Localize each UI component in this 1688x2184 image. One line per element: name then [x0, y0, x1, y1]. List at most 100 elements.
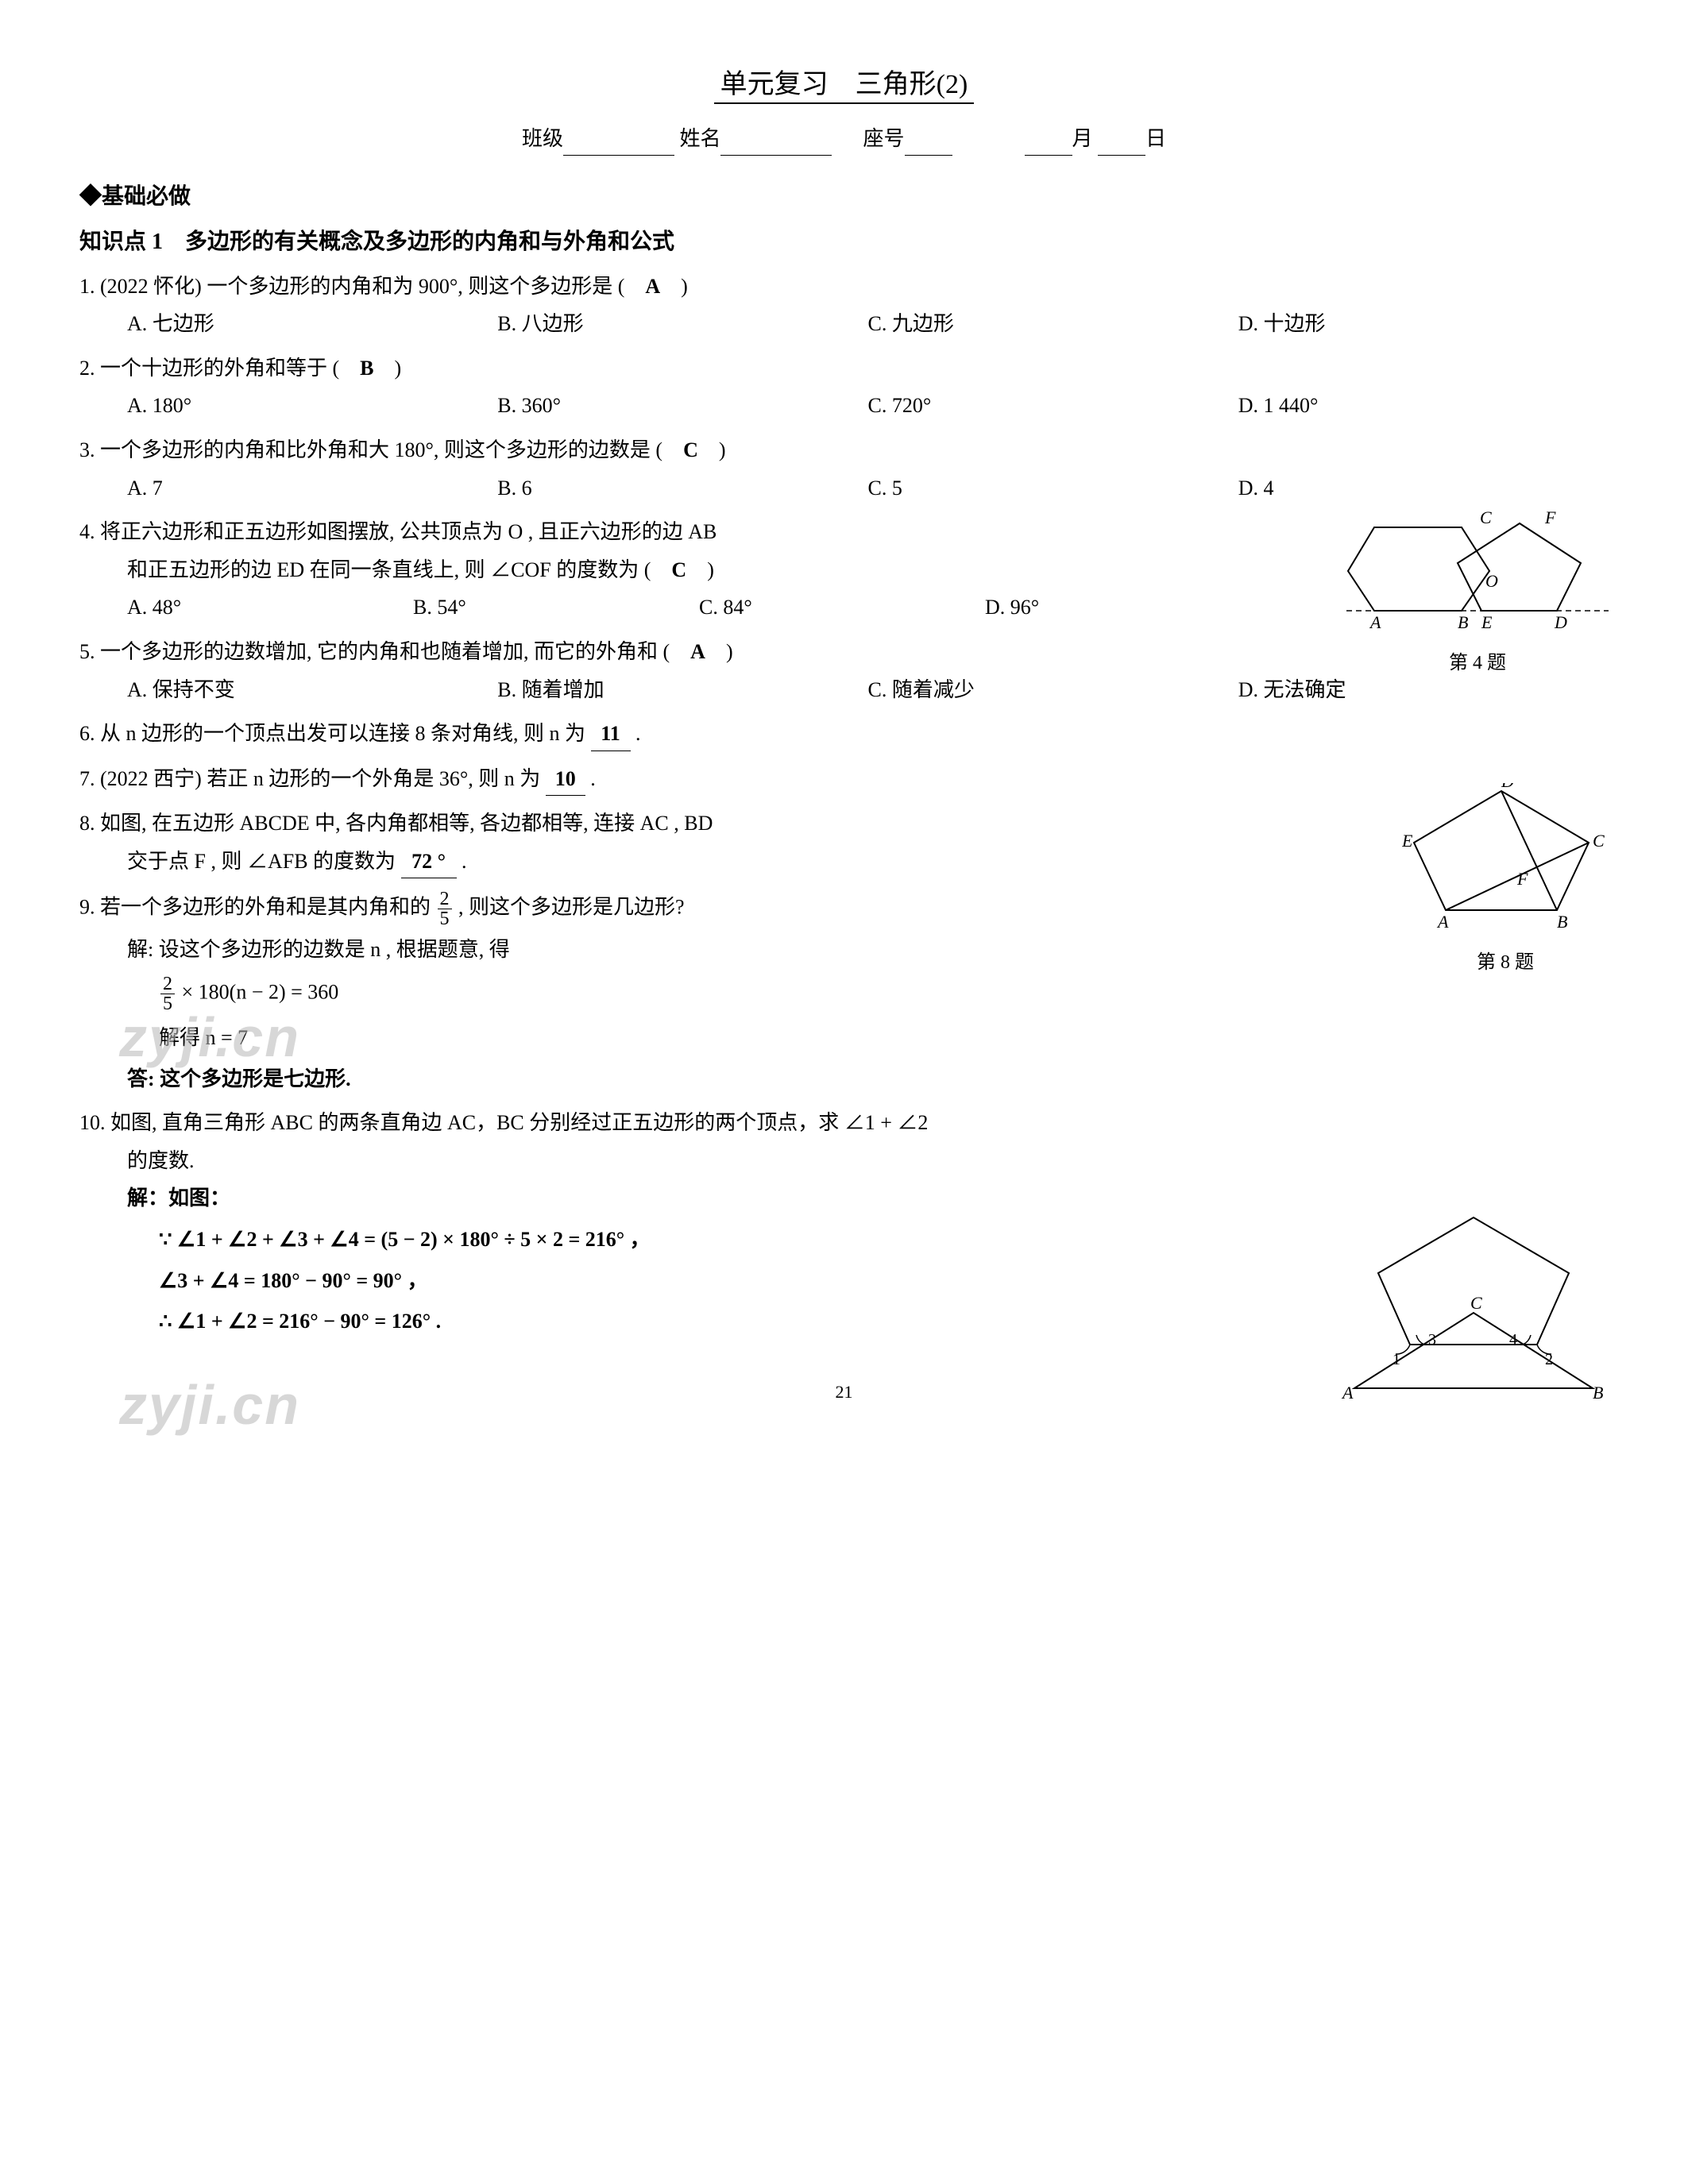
name-label: 姓名	[679, 127, 720, 150]
page-title: 单元复习 三角形(2)	[79, 64, 1609, 106]
month-label: 月	[1072, 127, 1093, 150]
q10-ang-2: 2	[1545, 1351, 1553, 1368]
q4-lbl-O: O	[1485, 571, 1498, 591]
name-blank[interactable]	[720, 131, 832, 156]
question-10: 10. 如图, 直角三角形 ABC 的两条直角边 AC，BC 分别经过正五边形的…	[79, 1106, 1609, 1338]
q5-stem-end: )	[705, 640, 733, 663]
header-fields: 班级 姓名 座号 月 日	[79, 122, 1609, 156]
q2-opt-d: D. 1 440°	[1238, 389, 1609, 423]
q3-opt-d: D. 4	[1238, 472, 1609, 505]
question-9: 9. 若一个多边形的外角和是其内角和的 2 5 , 则这个多边形是几边形? 解:…	[79, 889, 1609, 1095]
q1-stem-end: )	[660, 275, 688, 298]
q4-answer: C	[671, 558, 686, 581]
q2-opt-b: B. 360°	[497, 389, 867, 423]
question-5: 5. 一个多边形的边数增加, 它的内角和也随着增加, 而它的外角和 ( A ) …	[79, 635, 1609, 706]
q1-opt-b: B. 八边形	[497, 307, 867, 341]
q7-post: .	[590, 767, 596, 790]
q4-line2-pre: 和正五边形的边 ED 在同一条直线上, 则 ∠COF 的度数为 (	[127, 558, 671, 581]
q1-opt-a: A. 七边形	[127, 307, 497, 341]
seat-blank[interactable]	[905, 131, 952, 156]
q3-answer: C	[683, 438, 698, 461]
q1-opt-d: D. 十边形	[1238, 307, 1609, 341]
q4-opt-b: B. 54°	[413, 591, 699, 624]
q10-ang-1: 1	[1393, 1351, 1400, 1368]
q10-line1: 10. 如图, 直角三角形 ABC 的两条直角边 AC，BC 分别经过正五边形的…	[79, 1106, 1609, 1140]
q8-line2-pre: 交于点 F , 则 ∠AFB 的度数为	[127, 850, 396, 873]
q8-post: .	[462, 850, 467, 873]
q8-lbl-C: C	[1593, 831, 1605, 851]
q4-lbl-C: C	[1480, 507, 1492, 527]
q10-lbl-A: A	[1341, 1383, 1354, 1403]
question-7: 7. (2022 西宁) 若正 n 边形的一个外角是 36°, 则 n 为 10…	[79, 762, 1609, 797]
q9-eq-rest: × 180(n − 2) = 360	[182, 981, 339, 1004]
month-blank[interactable]	[1025, 131, 1072, 156]
seat-label: 座号	[863, 127, 904, 150]
q4-line2-post: )	[686, 558, 714, 581]
q3-opt-c: C. 5	[868, 472, 1238, 505]
q10-lbl-C: C	[1470, 1293, 1482, 1313]
q5-opt-c: C. 随着减少	[868, 673, 1238, 707]
q10-ang-3: 3	[1428, 1331, 1436, 1349]
q9-sol1: 解: 设这个多边形的边数是 n , 根据题意, 得	[79, 933, 1609, 967]
q6-answer: 11	[591, 717, 631, 751]
q9-eq-den: 5	[160, 994, 175, 1013]
q8-lbl-D: D	[1501, 783, 1514, 791]
q3-opt-b: B. 6	[497, 472, 867, 505]
q7-pre: 7. (2022 西宁) 若正 n 边形的一个外角是 36°, 则 n 为	[79, 767, 540, 790]
q10-line2: 的度数.	[79, 1144, 1609, 1178]
q8-line1: 8. 如图, 在五边形 ABCDE 中, 各内角都相等, 各边都相等, 连接 A…	[79, 807, 1271, 840]
q10-ang-4: 4	[1509, 1331, 1517, 1349]
q9-stem-post: , 则这个多边形是几边形?	[458, 896, 685, 919]
day-blank[interactable]	[1098, 131, 1145, 156]
q2-stem: 2. 一个十边形的外角和等于 (	[79, 357, 360, 380]
q2-stem-end: )	[374, 357, 402, 380]
q3-opt-a: A. 7	[127, 472, 497, 505]
q10-figure: A B C 1 2 3 4	[1338, 1210, 1609, 1418]
q5-opt-a: A. 保持不变	[127, 673, 497, 707]
q8-unit: °	[438, 850, 446, 873]
q4-line1: 4. 将正六边形和正五边形如图摆放, 公共顶点为 O , 且正六边形的边 AB	[79, 515, 1271, 549]
question-3: 3. 一个多边形的内角和比外角和大 180°, 则这个多边形的边数是 ( C )…	[79, 434, 1609, 504]
q2-opt-c: C. 720°	[868, 389, 1238, 423]
q5-stem: 5. 一个多边形的边数增加, 它的内角和也随着增加, 而它的外角和 (	[79, 640, 690, 663]
q9-sol4: 答: 这个多边形是七边形.	[79, 1063, 1609, 1096]
q7-answer: 10	[546, 762, 585, 797]
q9-sol3: 解得 n = 7	[79, 1021, 1609, 1055]
day-label: 日	[1145, 127, 1166, 150]
q6-post: .	[635, 722, 641, 745]
q5-opt-b: B. 随着增加	[497, 673, 867, 707]
title-text: 单元复习 三角形(2)	[714, 70, 975, 104]
question-6: 6. 从 n 边形的一个顶点出发可以连接 8 条对角线, 则 n 为 11 .	[79, 717, 1609, 751]
q2-opt-a: A. 180°	[127, 389, 497, 423]
knowledge-point-1: 知识点 1 多边形的有关概念及多边形的内角和与外角和公式	[79, 225, 1609, 260]
q9-frac-den: 5	[438, 909, 452, 928]
q9-fraction: 2 5	[438, 889, 452, 928]
q1-stem: 1. (2022 怀化) 一个多边形的内角和为 900°, 则这个多边形是 (	[79, 275, 645, 298]
q9-eq-num: 2	[160, 974, 175, 994]
q8-lbl-E: E	[1402, 831, 1413, 851]
q5-opt-d: D. 无法确定	[1238, 673, 1609, 707]
question-2: 2. 一个十边形的外角和等于 ( B ) A. 180° B. 360° C. …	[79, 352, 1609, 423]
q8-answer: 72	[411, 850, 432, 873]
section-marker: ◆基础必做	[79, 179, 1609, 215]
q8-lbl-F: F	[1516, 869, 1528, 889]
question-8: 8. 如图, 在五边形 ABCDE 中, 各内角都相等, 各边都相等, 连接 A…	[79, 807, 1609, 878]
q10-lbl-B: B	[1593, 1383, 1603, 1403]
q6-pre: 6. 从 n 边形的一个顶点出发可以连接 8 条对角线, 则 n 为	[79, 722, 585, 745]
q1-opt-c: C. 九边形	[868, 307, 1238, 341]
q4-opt-a: A. 48°	[127, 591, 413, 624]
q4-opt-d: D. 96°	[985, 591, 1271, 624]
question-1: 1. (2022 怀化) 一个多边形的内角和为 900°, 则这个多边形是 ( …	[79, 270, 1609, 341]
q3-stem: 3. 一个多边形的内角和比外角和大 180°, 则这个多边形的边数是 (	[79, 438, 683, 461]
q4-opt-c: C. 84°	[699, 591, 985, 624]
q9-stem-pre: 9. 若一个多边形的外角和是其内角和的	[79, 896, 431, 919]
class-blank[interactable]	[563, 131, 674, 156]
q5-answer: A	[690, 640, 705, 663]
q3-stem-end: )	[698, 438, 726, 461]
question-4: 4. 将正六边形和正五边形如图摆放, 公共顶点为 O , 且正六边形的边 AB …	[79, 515, 1609, 624]
q2-answer: B	[360, 357, 373, 380]
q4-lbl-B: B	[1458, 612, 1468, 632]
q9-frac-num: 2	[438, 889, 452, 909]
q4-lbl-E: E	[1481, 612, 1493, 632]
q4-lbl-F: F	[1544, 507, 1556, 527]
